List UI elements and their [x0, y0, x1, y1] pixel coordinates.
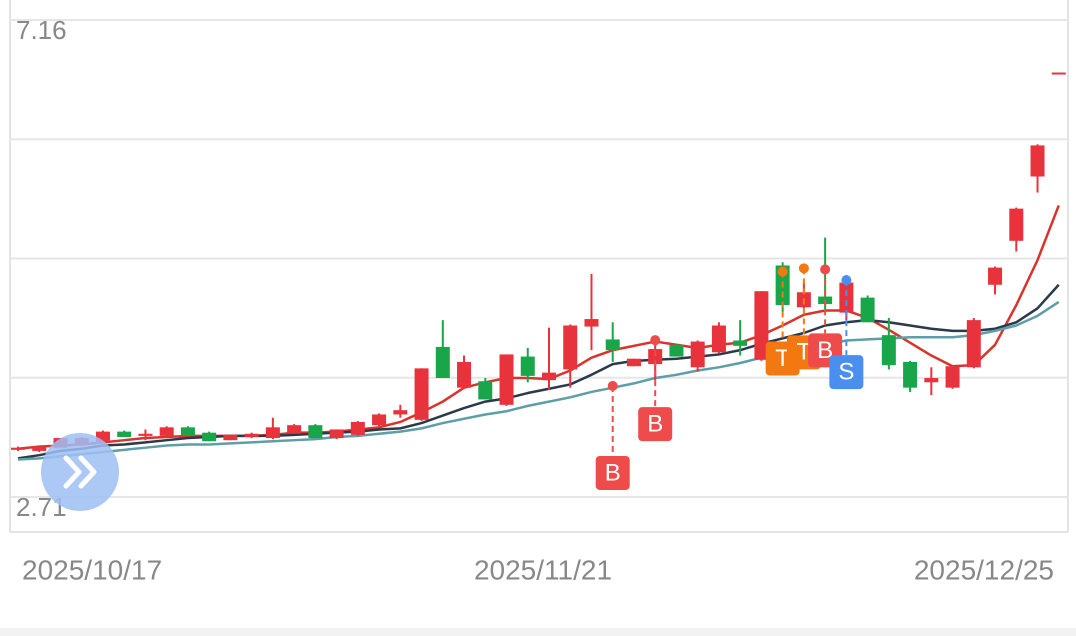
candle-body [754, 291, 769, 360]
signal-label: B [605, 459, 621, 486]
candle-body [287, 425, 302, 434]
signal-dot [820, 264, 831, 275]
bottom-band [0, 628, 1076, 636]
candle-body [966, 320, 981, 368]
signal-label: S [838, 358, 854, 385]
signal-dot [650, 335, 661, 346]
candle-body [159, 427, 174, 436]
candle-body [244, 433, 259, 437]
candle-body [350, 421, 365, 435]
signal-label: B [647, 411, 663, 438]
grid [10, 19, 1068, 498]
candle-body [265, 427, 280, 439]
signals: BBT T BS [595, 263, 864, 490]
signal-label: T [797, 339, 812, 366]
candle-body [372, 414, 387, 426]
candle-body [499, 354, 514, 405]
ma-line [17, 204, 1060, 451]
candle-body [117, 431, 132, 437]
candle-body [32, 446, 47, 451]
candle-body [881, 335, 896, 366]
candles [11, 72, 1066, 452]
candle-body [478, 381, 493, 400]
ma-lines [17, 204, 1060, 461]
candle-body [202, 432, 217, 442]
candle-body [563, 325, 578, 370]
candle-body [542, 372, 556, 381]
candle-body [520, 356, 535, 376]
ma-line [17, 283, 1060, 460]
y-tick-label: 7.16 [16, 15, 67, 45]
x-tick-label: 2025/10/17 [22, 554, 162, 585]
x-tick-label: 2025/12/25 [914, 554, 1054, 585]
candle-body [733, 340, 748, 346]
candle-body [988, 267, 1003, 285]
candle-body [584, 319, 599, 327]
candle-body [690, 341, 705, 368]
candle-body [669, 344, 684, 357]
candle-body [457, 361, 472, 388]
candle-body [860, 297, 875, 323]
candle-body [903, 361, 918, 388]
signal-box [595, 455, 630, 490]
signal-dot [841, 275, 852, 286]
signal-dot [798, 263, 809, 274]
chevron-icon [63, 455, 97, 489]
scroll-button[interactable] [41, 433, 119, 511]
candle-body [180, 427, 195, 436]
candle-body [329, 429, 344, 439]
candle-body [1030, 145, 1045, 177]
candle-body [138, 433, 153, 436]
candle-body [414, 368, 429, 420]
candle-body [605, 339, 620, 351]
candle-body [393, 410, 408, 415]
candle-body [435, 346, 450, 379]
candle-body [1009, 208, 1024, 241]
signal-box [829, 355, 864, 390]
candle-body [11, 447, 25, 450]
candle-body [711, 325, 726, 353]
candle-body [308, 425, 323, 439]
candle-body [95, 431, 110, 443]
signal-box [638, 407, 673, 442]
x-tick-label: 2025/11/21 [474, 554, 612, 585]
candle-body [648, 349, 663, 365]
signal-dot [777, 266, 788, 277]
candle-body [223, 434, 238, 441]
candle-body [945, 366, 960, 388]
signal-label: T [775, 345, 790, 372]
candle-body [839, 282, 854, 313]
candle-body [924, 378, 939, 383]
signal-dot [607, 380, 618, 391]
candle-body [1051, 72, 1066, 75]
signal-label: B [817, 337, 833, 364]
candle-body [626, 358, 641, 367]
